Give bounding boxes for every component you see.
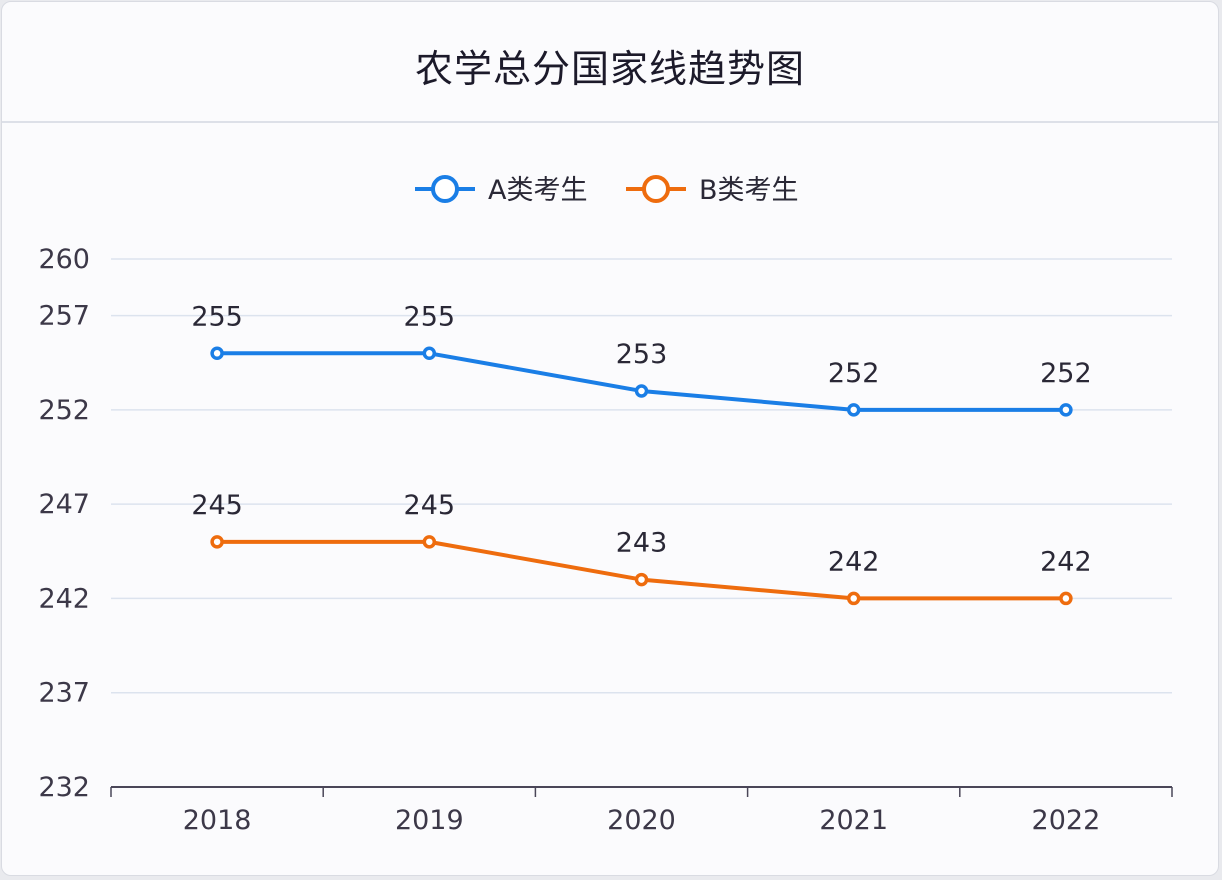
data-label: 253 xyxy=(616,339,668,370)
data-point xyxy=(1059,591,1073,606)
data-point xyxy=(210,535,224,549)
data-label: 252 xyxy=(1040,358,1092,389)
data-point xyxy=(422,346,437,361)
legend-label: A类考生 xyxy=(488,175,587,206)
legend-marker-icon xyxy=(431,175,459,203)
data-point xyxy=(634,572,649,587)
y-tick-label: 232 xyxy=(38,772,90,803)
y-axis: 260 257 252 247 242 237 232 xyxy=(38,244,90,803)
data-point xyxy=(846,403,861,417)
data-label: 245 xyxy=(404,490,456,521)
legend-label: B类考生 xyxy=(699,175,799,206)
data-label: 243 xyxy=(616,528,668,559)
data-label: 255 xyxy=(191,301,243,332)
series-group: 255 255 253 252 252 245 245 243 242 242 xyxy=(191,301,1092,606)
data-point xyxy=(1059,403,1073,417)
y-tick-label: 242 xyxy=(38,583,90,614)
x-tick-label: 2022 xyxy=(1032,805,1101,836)
y-tick-label: 260 xyxy=(38,244,90,275)
x-tick-label: 2021 xyxy=(819,805,888,836)
data-point xyxy=(634,384,649,398)
x-axis: 2018 2019 2020 2021 2022 xyxy=(110,786,1173,836)
y-tick-label: 237 xyxy=(38,678,90,709)
data-label: 242 xyxy=(1040,546,1092,577)
gridlines xyxy=(111,258,1172,694)
x-tick-label: 2020 xyxy=(607,805,676,836)
legend: A类考生 B类考生 xyxy=(415,175,799,206)
series-b: 245 245 243 242 242 xyxy=(191,490,1092,606)
legend-marker-icon xyxy=(642,175,670,203)
legend-item: B类考生 xyxy=(626,175,799,206)
chart-header: 农学总分国家线趋势图 xyxy=(2,2,1218,123)
x-tick-label: 2019 xyxy=(395,805,464,836)
data-point xyxy=(846,591,861,606)
data-label: 252 xyxy=(828,358,880,389)
x-tick-label: 2018 xyxy=(183,805,252,836)
legend-item: A类考生 xyxy=(415,175,587,206)
data-label: 245 xyxy=(191,490,243,521)
y-tick-label: 247 xyxy=(38,489,90,520)
data-point xyxy=(210,346,224,361)
y-tick-label: 257 xyxy=(38,301,90,332)
series-a: 255 255 253 252 252 xyxy=(191,301,1092,417)
chart-title: 农学总分国家线趋势图 xyxy=(414,47,805,91)
data-label: 255 xyxy=(404,301,456,332)
data-label: 242 xyxy=(828,546,880,577)
data-point xyxy=(422,535,437,549)
y-tick-label: 252 xyxy=(38,395,90,426)
